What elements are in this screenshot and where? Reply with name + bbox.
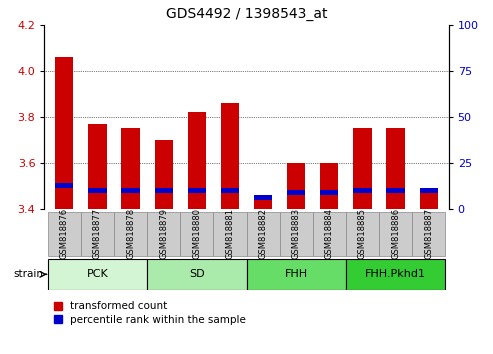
Bar <box>254 195 272 200</box>
FancyBboxPatch shape <box>180 212 213 256</box>
Text: GSM818878: GSM818878 <box>126 208 135 259</box>
Bar <box>320 163 339 209</box>
Legend: transformed count, percentile rank within the sample: transformed count, percentile rank withi… <box>50 297 250 329</box>
Bar <box>287 163 305 209</box>
FancyBboxPatch shape <box>280 212 313 256</box>
Text: GSM818884: GSM818884 <box>325 208 334 259</box>
Bar <box>121 128 140 209</box>
Text: strain: strain <box>13 269 43 279</box>
Bar <box>420 188 438 209</box>
Bar <box>154 140 173 209</box>
FancyBboxPatch shape <box>213 212 246 256</box>
FancyBboxPatch shape <box>246 259 346 290</box>
Text: GSM818876: GSM818876 <box>60 208 69 259</box>
Bar <box>387 128 405 209</box>
Text: PCK: PCK <box>86 269 108 279</box>
Bar <box>88 188 106 193</box>
Bar <box>154 188 173 193</box>
Bar <box>387 188 405 193</box>
Text: GSM818881: GSM818881 <box>225 208 235 259</box>
Bar <box>221 103 239 209</box>
FancyBboxPatch shape <box>346 259 445 290</box>
FancyBboxPatch shape <box>147 212 180 256</box>
FancyBboxPatch shape <box>114 212 147 256</box>
Bar <box>88 124 106 209</box>
Text: GSM818882: GSM818882 <box>258 208 268 259</box>
FancyBboxPatch shape <box>346 212 379 256</box>
FancyBboxPatch shape <box>379 212 412 256</box>
Bar <box>55 183 73 188</box>
Title: GDS4492 / 1398543_at: GDS4492 / 1398543_at <box>166 7 327 21</box>
Bar <box>188 188 206 193</box>
Text: GSM818885: GSM818885 <box>358 208 367 259</box>
Bar <box>320 190 339 195</box>
Bar <box>353 128 372 209</box>
Bar <box>221 188 239 193</box>
Text: GSM818880: GSM818880 <box>192 208 201 259</box>
FancyBboxPatch shape <box>246 212 280 256</box>
FancyBboxPatch shape <box>81 212 114 256</box>
FancyBboxPatch shape <box>313 212 346 256</box>
Text: GSM818887: GSM818887 <box>424 208 433 259</box>
Text: FHH: FHH <box>284 269 308 279</box>
Bar <box>188 112 206 209</box>
Bar <box>287 190 305 195</box>
FancyBboxPatch shape <box>48 259 147 290</box>
FancyBboxPatch shape <box>147 259 246 290</box>
Bar <box>121 188 140 193</box>
Text: GSM818886: GSM818886 <box>391 208 400 259</box>
FancyBboxPatch shape <box>48 212 81 256</box>
Bar <box>353 188 372 193</box>
Text: GSM818877: GSM818877 <box>93 208 102 259</box>
Bar <box>254 197 272 209</box>
Text: GSM818879: GSM818879 <box>159 208 168 259</box>
Bar <box>420 188 438 193</box>
Text: SD: SD <box>189 269 205 279</box>
Text: GSM818883: GSM818883 <box>292 208 301 259</box>
Text: FHH.Pkhd1: FHH.Pkhd1 <box>365 269 426 279</box>
FancyBboxPatch shape <box>412 212 445 256</box>
Bar <box>55 57 73 209</box>
